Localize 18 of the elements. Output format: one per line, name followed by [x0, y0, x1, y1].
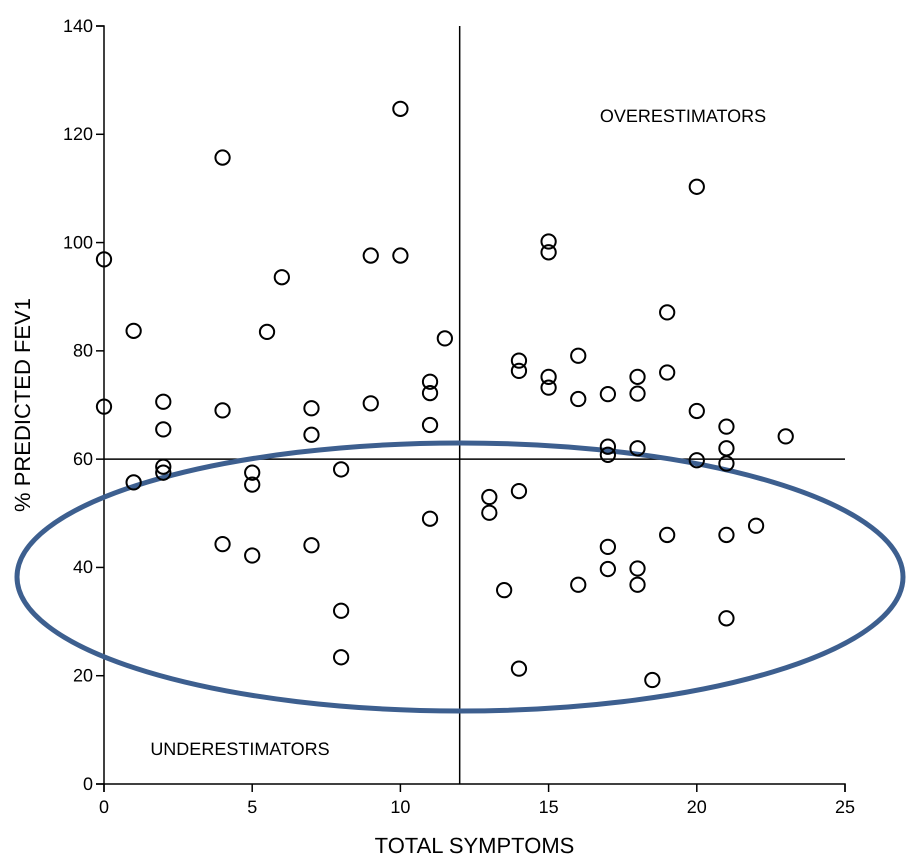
x-tick-label: 25 [834, 797, 856, 817]
y-tick-label: 40 [72, 557, 93, 578]
x-tick-label: 15 [538, 797, 559, 817]
y-tick-label: 0 [82, 774, 93, 794]
y-axis-title: % PREDICTED FEV1 [10, 298, 35, 512]
y-tick-label: 80 [72, 340, 93, 361]
y-tick-label: 60 [72, 448, 93, 469]
x-axis-title: TOTAL SYMPTOMS [374, 833, 574, 858]
annotation: UNDERESTIMATORS [150, 739, 330, 759]
y-tick-label: 140 [62, 16, 93, 36]
x-tick-label: 20 [686, 797, 707, 817]
annotation: OVERESTIMATORS [600, 106, 766, 126]
x-tick-label: 5 [247, 797, 258, 817]
x-tick-label: 0 [98, 797, 110, 817]
y-tick-label: 120 [62, 124, 93, 144]
y-tick-label: 20 [72, 665, 93, 686]
x-tick-label: 10 [390, 797, 410, 817]
y-tick-label: 100 [62, 232, 93, 252]
